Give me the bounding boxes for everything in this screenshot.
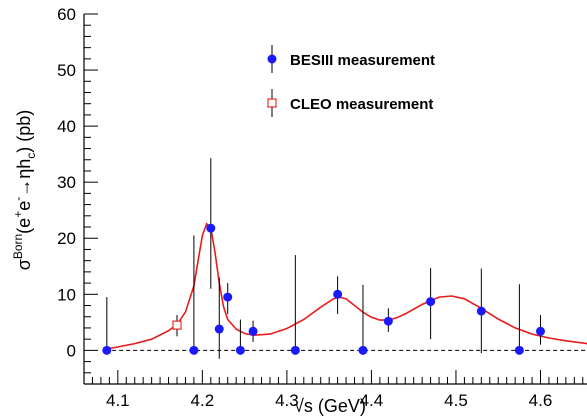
besiii-point bbox=[514, 345, 524, 355]
y-tick-label: 0 bbox=[67, 341, 76, 360]
y-title-prefix: σ bbox=[14, 259, 34, 270]
y-title-sup-minus: - bbox=[11, 197, 25, 201]
besiii-point bbox=[189, 345, 199, 355]
svg-text:σBorn(e+e-→ηhc) (pb): σBorn(e+e-→ηhc) (pb) bbox=[11, 110, 38, 271]
y-title-mid2: e bbox=[14, 201, 34, 211]
besiii-point bbox=[476, 306, 486, 316]
y-title-sup-plus: + bbox=[11, 211, 25, 218]
tick-labels-group: 4.1 4.2 4.3 4.4 4.5 4.6 0 10 20 30 40 50 60 bbox=[57, 5, 552, 410]
x-tick-label: 4.6 bbox=[529, 391, 553, 410]
legend-besiii-label: BESIII measurement bbox=[290, 52, 435, 69]
besiii-point bbox=[206, 223, 216, 233]
legend-cleo-label: CLEO measurement bbox=[290, 96, 433, 113]
besiii-point bbox=[426, 297, 436, 307]
x-tick-label: 4.3 bbox=[275, 391, 299, 410]
besiii-point bbox=[102, 345, 112, 355]
y-tick-label: 20 bbox=[57, 229, 76, 248]
fit-curve-group bbox=[104, 222, 587, 350]
y-tick-label: 30 bbox=[57, 173, 76, 192]
axes-group bbox=[83, 13, 587, 385]
x-axis-title: √s (GeV) bbox=[294, 396, 366, 416]
legend: BESIII measurement CLEO measurement bbox=[267, 45, 435, 117]
y-tick-label: 10 bbox=[57, 285, 76, 304]
y-axis-title: σBorn(e+e-→ηhc) (pb) bbox=[11, 110, 38, 271]
x-tick-label: 4.4 bbox=[360, 391, 384, 410]
y-title-sub-c: c bbox=[24, 153, 38, 159]
besiii-point bbox=[290, 345, 300, 355]
y-tick-label: 60 bbox=[57, 5, 76, 24]
y-tick-label: 50 bbox=[57, 61, 76, 80]
legend-besiii-marker bbox=[267, 54, 277, 64]
besiii-point bbox=[536, 326, 546, 336]
besiii-point bbox=[235, 345, 245, 355]
besiii-point bbox=[223, 292, 233, 302]
besiii-point bbox=[383, 316, 393, 326]
markers-group bbox=[102, 223, 546, 355]
x-tick-label: 4.5 bbox=[444, 391, 468, 410]
x-tick-label: 4.2 bbox=[191, 391, 215, 410]
x-tick-label: 4.1 bbox=[106, 391, 130, 410]
y-title-sup-born: Born bbox=[11, 234, 25, 259]
cleo-point bbox=[172, 320, 182, 330]
y-title-suffix: ) (pb) bbox=[14, 110, 34, 153]
besiii-point bbox=[358, 345, 368, 355]
y-title-mid3: →ηh bbox=[14, 159, 34, 197]
y-title-mid1: (e bbox=[14, 218, 34, 234]
besiii-point bbox=[214, 324, 224, 334]
fit-curve bbox=[104, 222, 587, 350]
besiii-point bbox=[248, 326, 258, 336]
y-tick-label: 40 bbox=[57, 117, 76, 136]
besiii-point bbox=[333, 289, 343, 299]
legend-cleo-marker bbox=[267, 98, 277, 108]
